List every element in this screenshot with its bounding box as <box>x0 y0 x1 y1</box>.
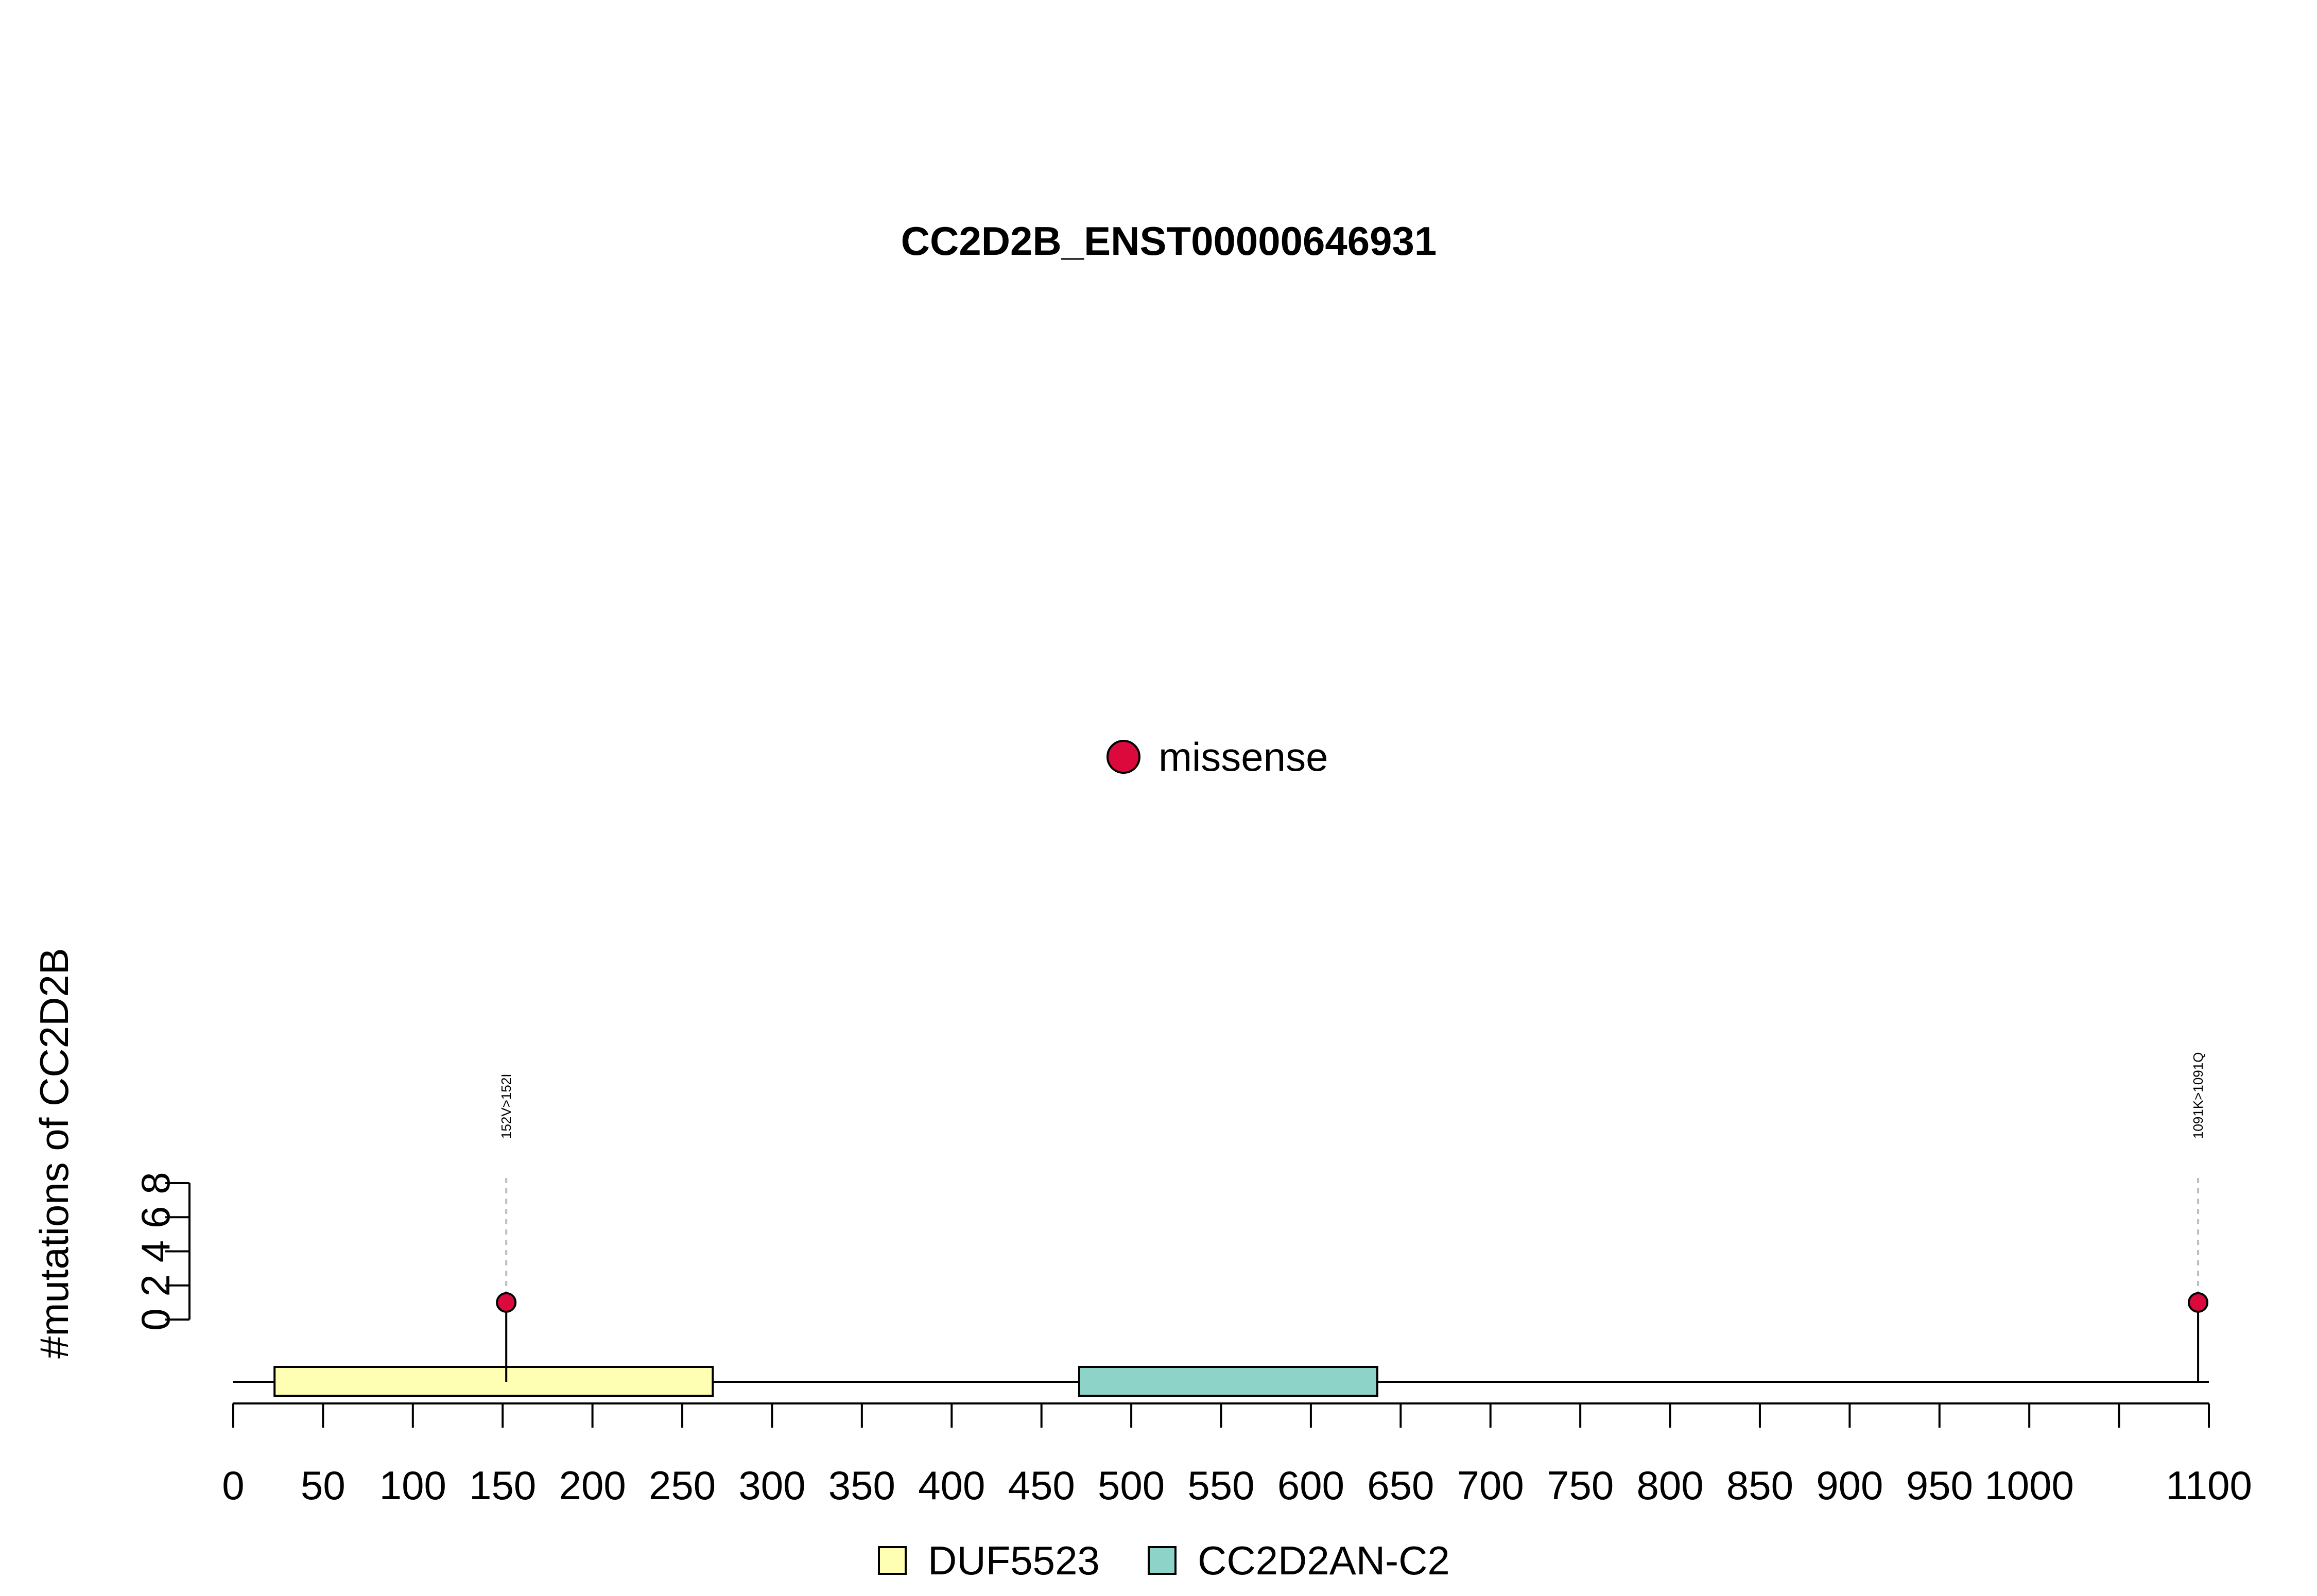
mutation-label: 1091K>1091Q <box>2190 1052 2206 1139</box>
x-tick-label: 200 <box>559 1463 626 1508</box>
x-tick-label: 0 <box>222 1463 244 1508</box>
y-axis-label: #mutations of CC2D2B <box>31 948 77 1359</box>
y-tick-label: 0 <box>133 1308 178 1330</box>
x-tick-label: 600 <box>1277 1463 1344 1508</box>
mutation-labels: 152V>152I 1091K>1091Q <box>498 1052 2206 1139</box>
mutation-label: 152V>152I <box>498 1073 514 1139</box>
legend-domain-label: CC2D2AN-C2 <box>1198 1538 1450 1583</box>
x-tick-label: 1100 <box>2166 1463 2252 1508</box>
x-tick-label: 150 <box>469 1463 536 1508</box>
mutation-point <box>496 1292 517 1313</box>
x-tick-label: 800 <box>1636 1463 1703 1508</box>
x-axis: 0 50 100 150 200 250 300 350 400 450 500 550 600 650 7… <box>222 1402 2252 1508</box>
mutation-points <box>496 1292 2209 1313</box>
x-tick-label: 550 <box>1187 1463 1254 1508</box>
x-tick-label: 250 <box>649 1463 716 1508</box>
x-tick-label: 350 <box>828 1463 895 1508</box>
x-tick-label: 650 <box>1367 1463 1434 1508</box>
mutation-point <box>2188 1292 2209 1313</box>
x-tick-label: 400 <box>918 1463 985 1508</box>
legend-domain-label: DUF5523 <box>928 1538 1100 1583</box>
mutation-stems <box>505 1176 2200 1382</box>
x-tick-label: 450 <box>1008 1463 1075 1508</box>
x-tick-label: 700 <box>1457 1463 1524 1508</box>
y-tick-label: 6 <box>133 1206 178 1228</box>
domain-box <box>1078 1366 1378 1397</box>
x-tick-label: 100 <box>379 1463 446 1508</box>
chart-title: CC2D2B_ENST00000646931 <box>901 218 1437 264</box>
y-axis: 0 2 4 6 8 <box>133 1172 191 1331</box>
x-tick-label: 750 <box>1547 1463 1614 1508</box>
legend-domain-swatch <box>1148 1546 1177 1575</box>
x-tick-label: 900 <box>1816 1463 1883 1508</box>
x-tick-label: 500 <box>1098 1463 1165 1508</box>
x-tick-label: 950 <box>1906 1463 1973 1508</box>
legend-domain-swatch <box>878 1546 907 1575</box>
x-tick-label: 850 <box>1726 1463 1793 1508</box>
y-tick-label: 8 <box>133 1172 178 1194</box>
mutation-type-legend: missense <box>1106 734 1328 779</box>
y-tick-label: 2 <box>133 1274 178 1296</box>
domain-boxes <box>273 1366 1378 1397</box>
y-tick-label: 4 <box>133 1240 178 1262</box>
x-tick-label: 50 <box>301 1463 345 1508</box>
domain-legend: DUF5523 CC2D2AN-C2 <box>878 1538 1450 1583</box>
x-tick-label: 300 <box>738 1463 805 1508</box>
legend-missense-label: missense <box>1158 734 1328 779</box>
x-tick-label: 1000 <box>1984 1463 2074 1508</box>
domain-box <box>273 1366 714 1397</box>
legend-missense-marker <box>1106 740 1140 774</box>
